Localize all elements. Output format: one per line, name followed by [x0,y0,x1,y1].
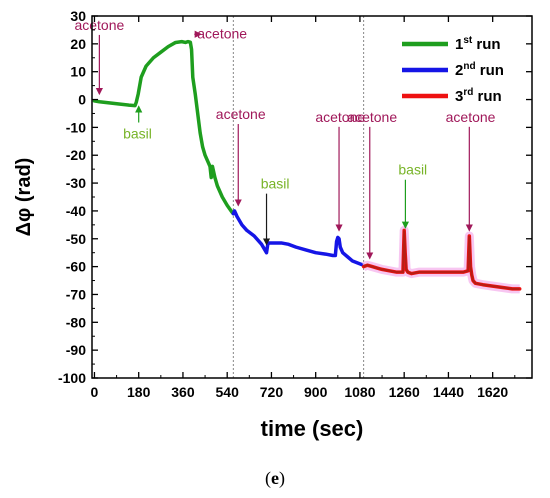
y-tick-label: -50 [66,231,86,247]
series-line-2 [231,209,366,267]
series-line-1 [92,39,236,216]
x-tick-label: 1260 [389,384,420,400]
y-tick-label: 20 [70,36,86,52]
x-tick-label: 540 [216,384,240,400]
y-tick-label: -100 [58,370,86,386]
y-tick-label: -30 [66,175,86,191]
y-tick-label: 10 [70,64,86,80]
acetone-annotation: acetone [446,109,496,125]
legend: 1st run 2nd run 3rd run [402,35,504,105]
caption-letter: e [271,468,279,488]
legend-label: 2nd run [455,61,504,79]
acetone-annotation: acetone [197,25,247,41]
x-axis-label: time (sec) [261,416,364,441]
y-tick-label: 0 [78,92,86,108]
y-tick-label: -80 [66,314,86,330]
acetone-annotation: acetone [315,109,365,125]
y-tick-label: -60 [66,259,86,275]
x-tick-label: 900 [304,384,328,400]
legend-label: 1st run [455,35,501,53]
x-tick-label: 0 [91,384,99,400]
caption-open: ( [265,468,271,488]
y-tick-label: -90 [66,342,86,358]
annotations: acetonebasilacetoneacetonebasilacetoneac… [74,17,496,260]
axis-ticks: 30 20 10 0 -10 -20 -30 -40 -50 -60 -70 -80 -90 -100 0 1… [58,8,532,400]
basil-annotation: basil [123,126,152,142]
caption-close: ) [279,468,285,488]
y-tick-label: 30 [70,8,86,24]
x-tick-label: 360 [171,384,195,400]
x-tick-label: 1440 [433,384,464,400]
x-tick-label: 720 [260,384,284,400]
acetone-annotation: acetone [347,109,397,125]
x-tick-label: 1080 [344,384,375,400]
acetone-annotation: acetone [74,17,124,33]
divider-lines [232,16,365,378]
y-tick-label: -40 [66,203,86,219]
y-tick-label: -70 [66,286,86,302]
series-overlay [363,230,520,290]
basil-annotation: basil [398,162,427,178]
series-halo [362,225,520,294]
y-tick-label: -20 [66,147,86,163]
series-line-3 [361,228,522,291]
x-tick-label: 1620 [477,384,508,400]
basil-annotation: basil [261,176,290,192]
x-tick-label: 180 [127,384,151,400]
acetone-annotation: acetone [216,106,266,122]
series-lines [92,39,522,294]
y-axis-label: Δφ (rad) [13,158,35,237]
y-tick-label: -10 [66,119,86,135]
figure-caption: (e) [0,468,550,489]
legend-label: 3rd run [455,87,502,105]
